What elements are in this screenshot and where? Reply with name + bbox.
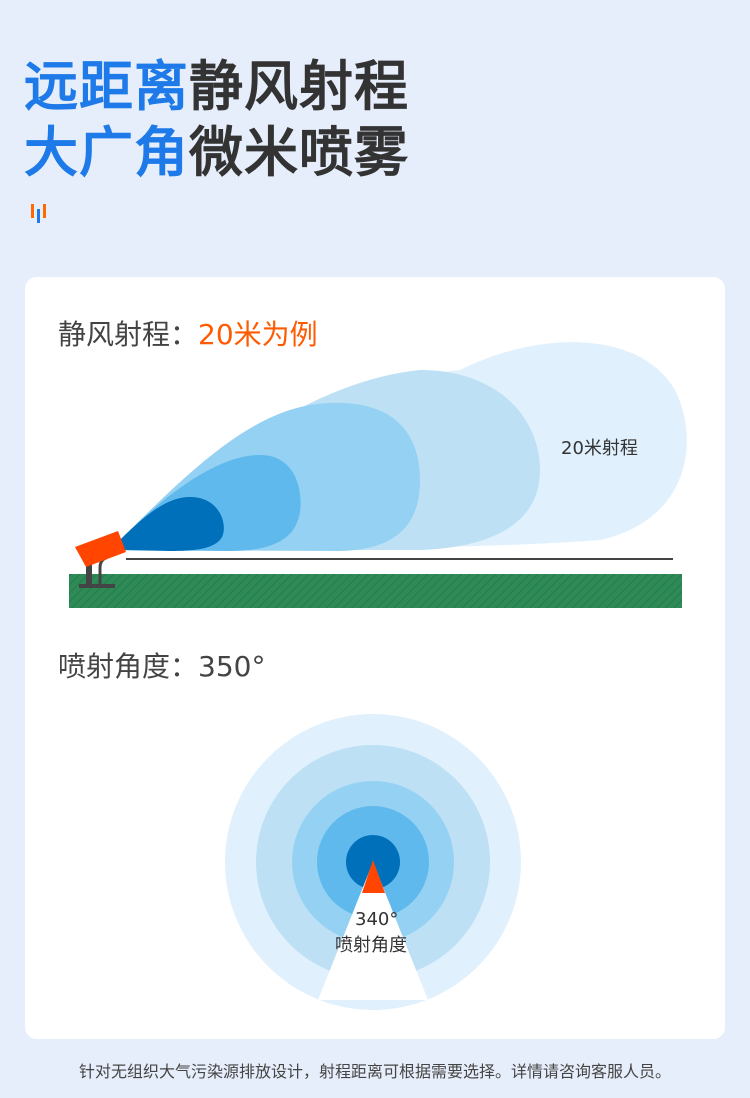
decoration-bar (31, 204, 34, 218)
decoration-bar (37, 209, 40, 223)
headline-highlight: 远距离 (24, 55, 189, 118)
plume-label: 20米射程 (561, 438, 638, 459)
angle-value: 350° (198, 650, 266, 683)
plume-1 (120, 497, 224, 551)
range-value: 20米为例 (198, 318, 318, 351)
illustration (69, 342, 687, 1010)
headline-highlight: 大广角 (24, 121, 189, 184)
headline-line-1: 远距离静风射程 (24, 56, 409, 118)
headline-text: 静风射程 (189, 55, 409, 118)
range-label: 静风射程： (58, 318, 199, 351)
ground (69, 574, 682, 608)
info-card: 静风射程：20米为例 20米射程 喷射角度：350° 340° 喷射角度 (25, 277, 725, 1039)
decoration-bar (43, 204, 46, 218)
cannon-icon (75, 531, 126, 567)
blind-wedge (318, 862, 428, 1000)
angle-label: 喷射角度： (58, 650, 199, 683)
center-angle-value: 340° (355, 909, 399, 930)
sprayer-icon (362, 860, 385, 893)
headline-line-2: 大广角微米喷雾 (24, 122, 409, 184)
center-angle-label: 喷射角度 (335, 935, 407, 956)
range-heading: 静风射程：20米为例 (58, 313, 318, 353)
headline-text: 微米喷雾 (189, 121, 409, 184)
angle-heading: 喷射角度：350° (58, 645, 265, 685)
footer-note: 针对无组织大气污染源排放设计，射程距离可根据需要选择。详情请咨询客服人员。 (78, 1062, 671, 1081)
